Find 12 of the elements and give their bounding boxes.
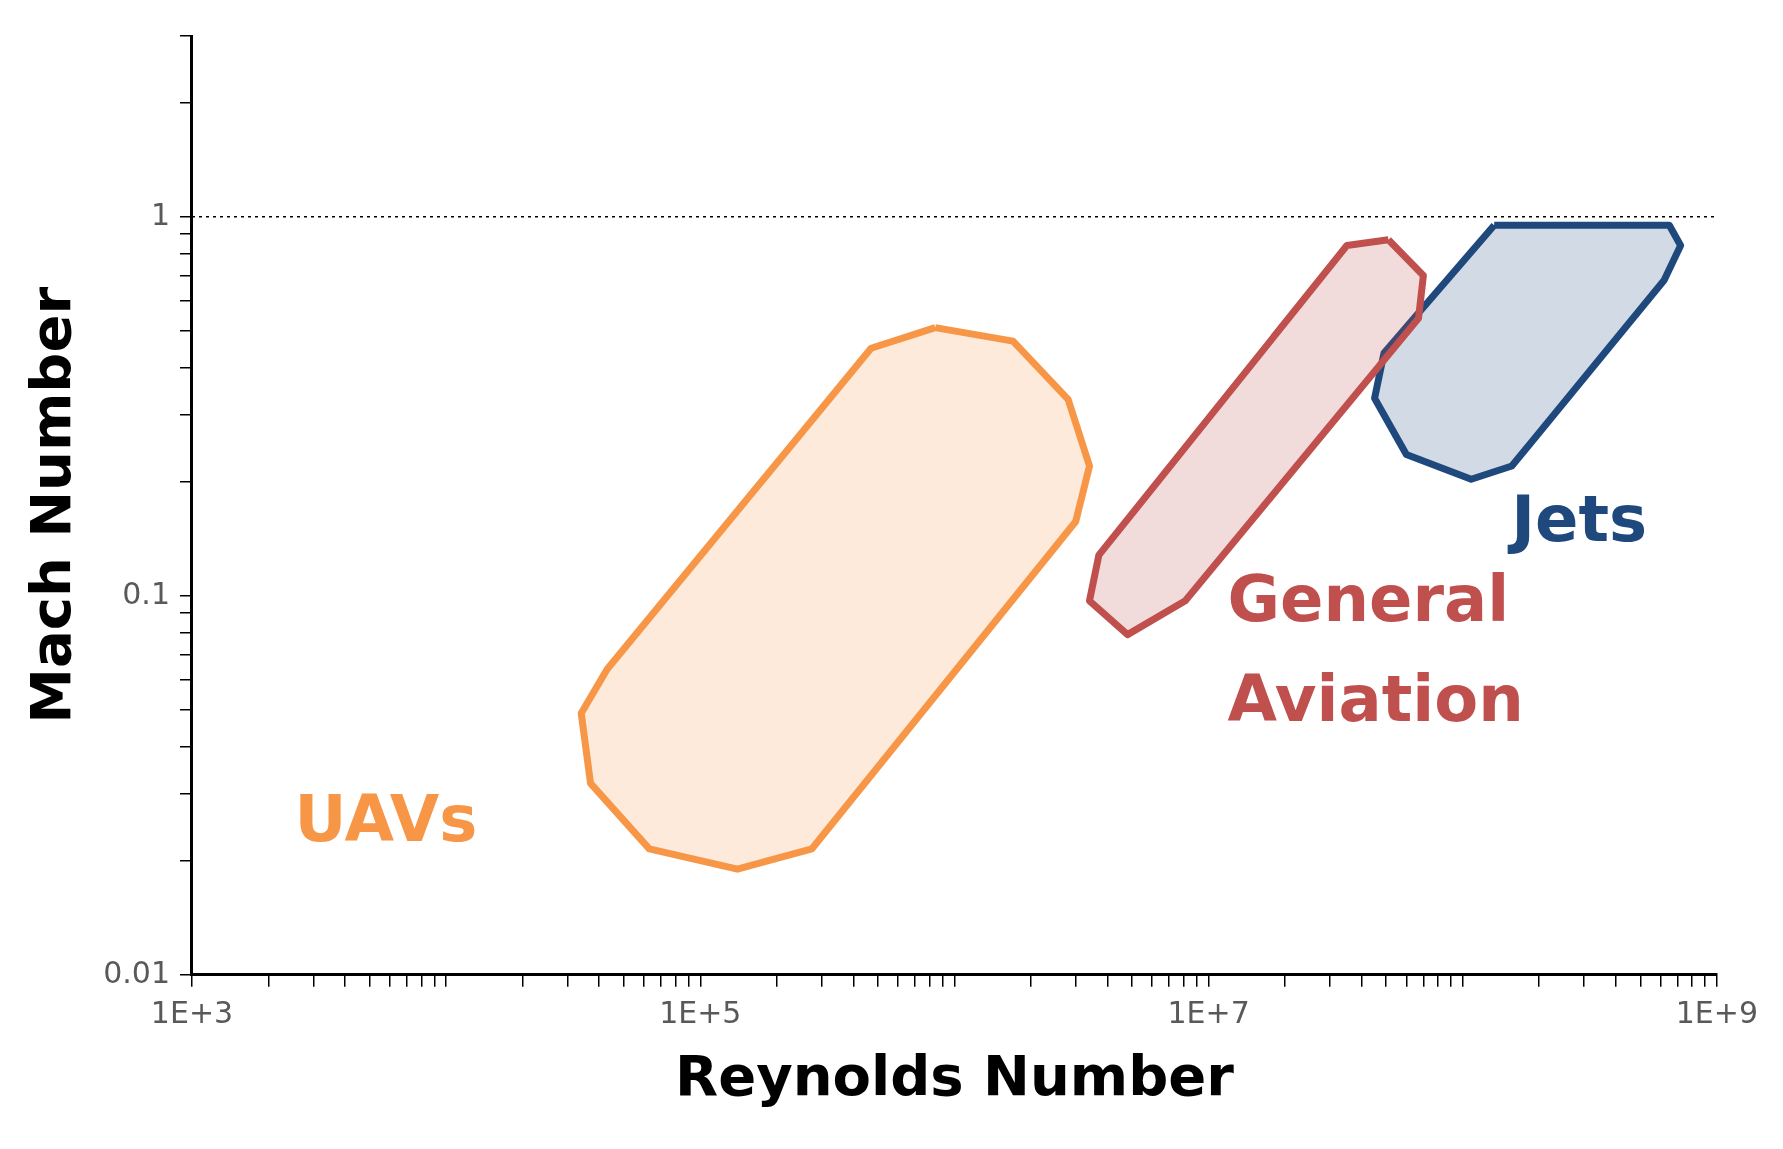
x-tick-label: 1E+9 <box>1675 994 1758 1030</box>
series-label: Jets <box>1507 481 1648 556</box>
x-axis-title: Reynolds Number <box>675 1042 1235 1108</box>
y-tick-label: 0.1 <box>122 575 170 611</box>
y-axis-title: Mach Number <box>18 286 84 724</box>
x-tick-label: 1E+7 <box>1167 994 1250 1030</box>
series-label: UAVs <box>294 781 478 856</box>
x-tick-label: 1E+3 <box>150 994 234 1030</box>
y-tick-label: 1 <box>150 196 170 232</box>
x-tick-label: 1E+5 <box>659 994 742 1030</box>
series-label: General Aviation <box>1227 562 1524 737</box>
y-tick-label: 0.01 <box>103 954 170 990</box>
